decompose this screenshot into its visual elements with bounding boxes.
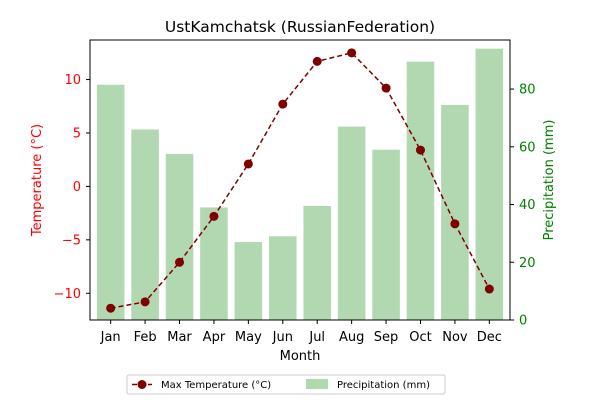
precip-bar-jul <box>303 205 331 320</box>
temp-point-nov <box>450 219 460 229</box>
x-tick-label-may: May <box>235 330 262 345</box>
x-tick-label-apr: Apr <box>203 330 226 345</box>
x-tick-label-jul: Jul <box>308 330 325 345</box>
legend-bar-swatch <box>306 379 328 389</box>
y-right-tick-label: 20 <box>519 256 536 271</box>
temp-point-jan <box>106 303 116 313</box>
temperature-line <box>110 51 491 309</box>
temp-point-may <box>243 159 253 169</box>
y-right-tick-label: 0 <box>519 314 527 329</box>
y-left-tick-label: −10 <box>54 287 81 302</box>
y-left-tick-label: 0 <box>73 180 81 195</box>
precip-bar-aug <box>337 126 366 320</box>
x-tick-label-mar: Mar <box>167 330 192 345</box>
temp-point-apr <box>209 211 219 221</box>
precip-bar-sep <box>372 149 400 320</box>
x-tick-label-sep: Sep <box>374 330 399 345</box>
y-right-tick-label: 40 <box>519 198 536 213</box>
precip-bar-dec <box>475 48 504 320</box>
legend-marker-swatch <box>137 380 147 389</box>
temp-point-aug <box>347 48 357 58</box>
y-left-tick-label: 5 <box>73 126 81 141</box>
x-tick-label-feb: Feb <box>134 330 157 345</box>
legend: Max Temperature (°C) Precipitation (mm) <box>126 374 446 395</box>
chart-title: UstKamchatsk (RussianFederation) <box>165 18 435 36</box>
y-left-tick-label: 10 <box>64 73 81 88</box>
precip-bar-may <box>234 242 263 320</box>
temp-point-mar <box>175 257 185 267</box>
precip-bar-oct <box>406 61 435 321</box>
precip-bar-mar <box>165 154 194 320</box>
precip-bar-jun <box>269 236 297 320</box>
plot-frame <box>89 39 511 321</box>
x-tick-label-nov: Nov <box>442 330 468 345</box>
temp-point-jul <box>312 56 322 66</box>
x-axis-label: Month <box>280 349 321 364</box>
temp-point-sep <box>381 83 391 93</box>
temperature-line-group <box>106 48 494 313</box>
precipitation-bars <box>96 48 504 321</box>
x-tick-label-oct: Oct <box>409 330 431 345</box>
axes: Jan Feb Mar Apr May Jun Jul Aug Sep Oct Nov Dec −10 −… <box>54 39 536 345</box>
y-right-tick-label: 60 <box>519 140 536 155</box>
temp-point-jun <box>278 99 288 109</box>
precip-bar-jan <box>96 84 125 321</box>
temp-point-dec <box>484 284 494 294</box>
precip-bar-nov <box>441 104 469 320</box>
temp-point-oct <box>415 145 425 155</box>
x-tick-label-aug: Aug <box>339 330 364 345</box>
y-right-tick-label: 80 <box>519 83 536 98</box>
temp-point-feb <box>140 297 150 307</box>
legend-frame <box>126 374 446 395</box>
precip-bar-apr <box>200 207 228 320</box>
y-axis-left-label: Temperature (°C) <box>30 124 45 237</box>
precip-bar-feb <box>131 129 159 320</box>
y-left-tick-label: −5 <box>62 233 81 248</box>
legend-label-temperature: Max Temperature (°C) <box>161 380 271 391</box>
x-tick-label-dec: Dec <box>477 330 502 345</box>
legend-label-precipitation: Precipitation (mm) <box>337 380 430 391</box>
y-axis-right-label: Precipitation (mm) <box>542 120 557 241</box>
x-tick-label-jan: Jan <box>100 330 121 345</box>
x-tick-label-jun: Jun <box>272 330 293 345</box>
